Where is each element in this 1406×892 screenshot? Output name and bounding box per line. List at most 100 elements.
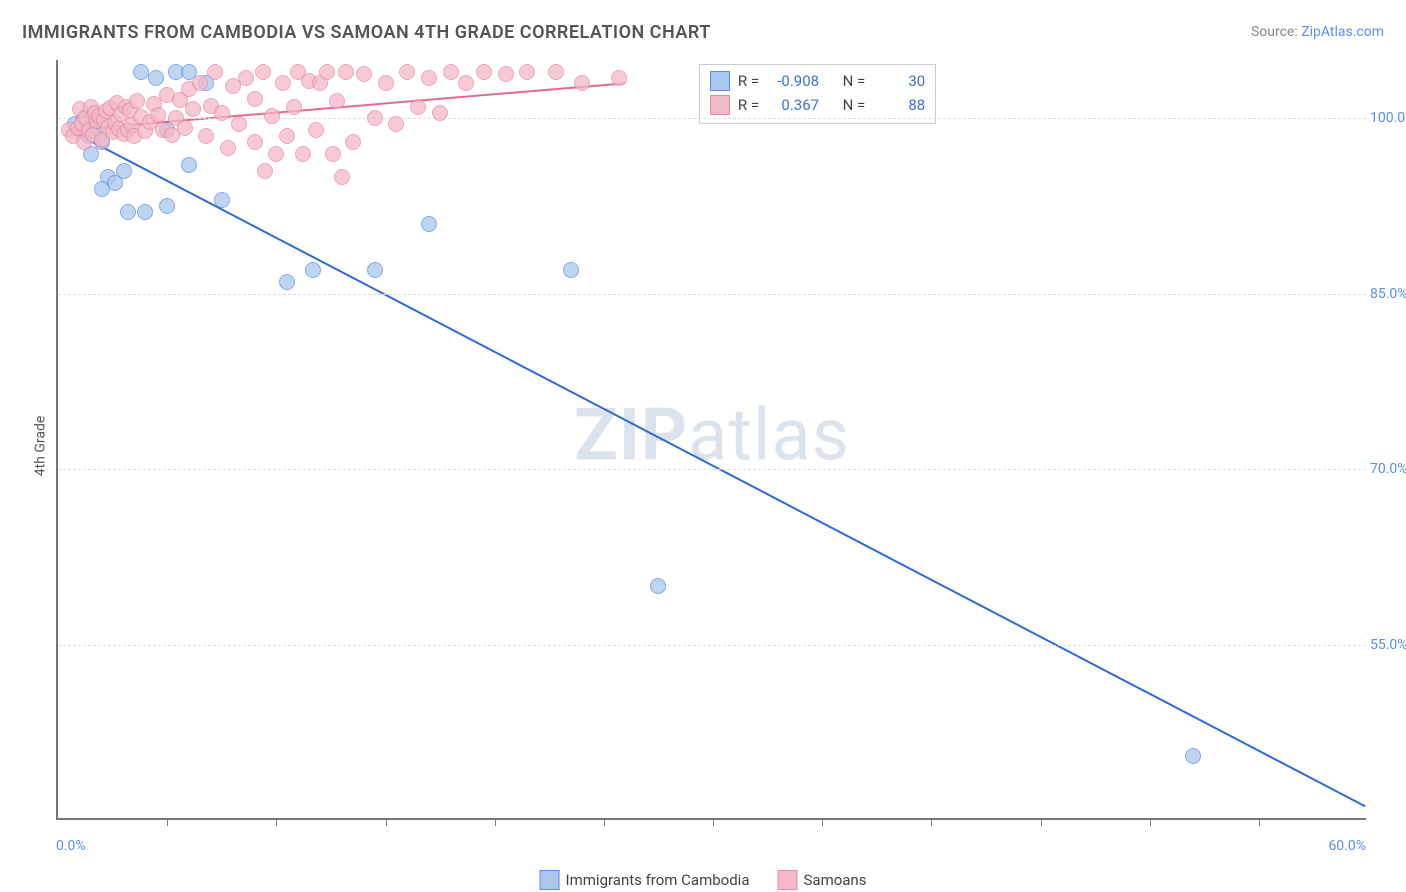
data-point (458, 75, 474, 91)
data-point (214, 105, 230, 121)
y-tick-label: 55.0% (1370, 637, 1406, 653)
legend-label-2: Samoans (804, 871, 867, 889)
data-point (159, 198, 175, 214)
data-point (410, 99, 426, 115)
data-point (255, 64, 271, 80)
x-tick (1259, 818, 1260, 826)
data-point (295, 146, 311, 162)
data-point (356, 66, 372, 82)
plot-area: ZIPatlas R = -0.908 N = 30 R = 0.367 N =… (56, 60, 1366, 820)
data-point (476, 64, 492, 80)
data-point (264, 108, 280, 124)
data-point (177, 120, 193, 136)
data-point (207, 64, 223, 80)
data-point (275, 75, 291, 91)
legend-swatch-1 (540, 870, 560, 890)
data-point (198, 128, 214, 144)
x-tick (604, 818, 605, 826)
data-point (498, 66, 514, 82)
x-tick (713, 818, 714, 826)
data-point (220, 140, 236, 156)
data-point (181, 157, 197, 173)
data-point (1185, 748, 1201, 764)
stats-n-label-2: N = (843, 93, 866, 117)
x-tick (276, 818, 277, 826)
source-label: Source: ZipAtlas.com (1251, 24, 1384, 40)
y-tick-label: 70.0% (1370, 461, 1406, 477)
stats-swatch-2 (710, 95, 730, 115)
stats-n-value-2: 88 (873, 93, 925, 117)
data-point (257, 163, 273, 179)
source-link[interactable]: ZipAtlas.com (1301, 24, 1384, 40)
stats-r-value-2: 0.367 (767, 93, 819, 117)
stats-row-2: R = 0.367 N = 88 (710, 93, 925, 117)
gridline (58, 469, 1366, 470)
y-tick-label: 100.0% (1370, 110, 1406, 126)
data-point (116, 163, 132, 179)
data-point (133, 64, 149, 80)
data-point (443, 64, 459, 80)
data-point (319, 64, 335, 80)
data-point (247, 134, 263, 150)
data-point (305, 262, 321, 278)
y-axis-label: 4th Grade (32, 416, 48, 477)
data-point (399, 64, 415, 80)
data-point (137, 204, 153, 220)
chart-container: IMMIGRANTS FROM CAMBODIA VS SAMOAN 4TH G… (0, 0, 1406, 892)
gridline (58, 294, 1366, 295)
data-point (421, 216, 437, 232)
data-point (185, 101, 201, 117)
y-tick-label: 85.0% (1370, 286, 1406, 302)
data-point (279, 274, 295, 290)
watermark-light: atlas (688, 392, 850, 477)
stats-r-label-2: R = (738, 93, 759, 117)
data-point (338, 64, 354, 80)
stats-n-label-1: N = (843, 69, 866, 93)
x-axis-end-label: 60.0% (1328, 838, 1366, 854)
data-point (421, 70, 437, 86)
data-point (279, 128, 295, 144)
data-point (214, 192, 230, 208)
source-prefix: Source: (1251, 24, 1301, 40)
data-point (334, 169, 350, 185)
data-point (231, 116, 247, 132)
stats-row-1: R = -0.908 N = 30 (710, 69, 925, 93)
legend-swatch-2 (778, 870, 798, 890)
legend-item-1: Immigrants from Cambodia (540, 870, 750, 890)
x-tick (495, 818, 496, 826)
x-axis-start-label: 0.0% (56, 838, 86, 854)
stats-n-value-1: 30 (873, 69, 925, 93)
data-point (286, 99, 302, 115)
x-tick (822, 818, 823, 826)
stats-box: R = -0.908 N = 30 R = 0.367 N = 88 (699, 64, 936, 124)
trend-line (70, 130, 1366, 806)
data-point (650, 578, 666, 594)
data-point (308, 122, 324, 138)
data-point (548, 64, 564, 80)
trend-lines-layer (58, 60, 1366, 818)
data-point (432, 105, 448, 121)
watermark-bold: ZIP (574, 392, 688, 477)
data-point (120, 204, 136, 220)
gridline (58, 645, 1366, 646)
x-tick (1150, 818, 1151, 826)
data-point (325, 146, 341, 162)
stats-swatch-1 (710, 71, 730, 91)
gridline (58, 118, 1366, 119)
stats-r-label-1: R = (738, 69, 759, 93)
data-point (238, 70, 254, 86)
data-point (378, 75, 394, 91)
legend-item-2: Samoans (778, 870, 867, 890)
x-tick (386, 818, 387, 826)
data-point (611, 70, 627, 86)
x-tick (167, 818, 168, 826)
x-tick (1041, 818, 1042, 826)
data-point (129, 93, 145, 109)
data-point (268, 146, 284, 162)
data-point (574, 75, 590, 91)
watermark: ZIPatlas (574, 392, 850, 477)
data-point (367, 262, 383, 278)
data-point (519, 64, 535, 80)
data-point (388, 116, 404, 132)
data-point (563, 262, 579, 278)
